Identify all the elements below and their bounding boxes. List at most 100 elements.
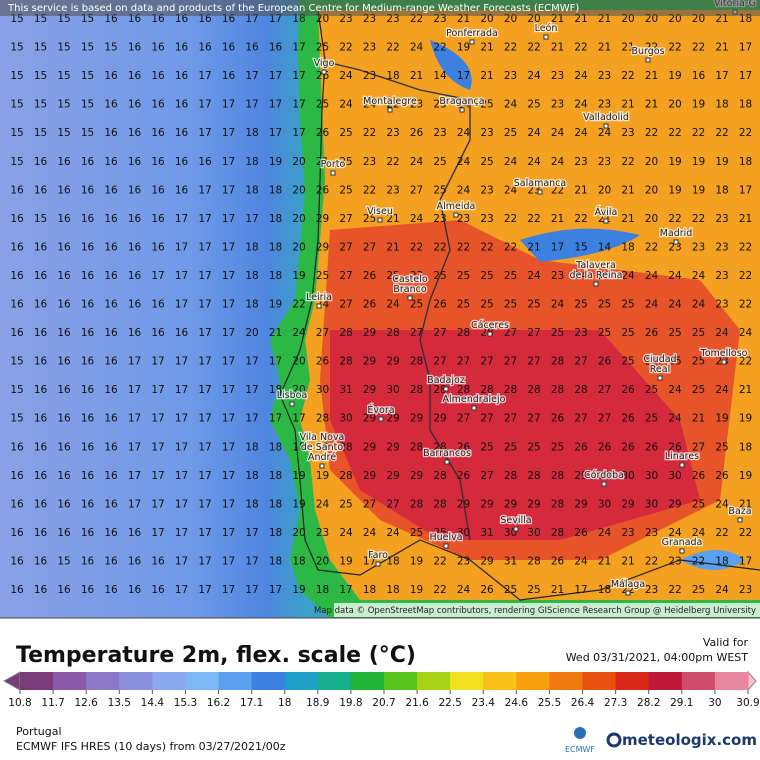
grid-value: 22 bbox=[739, 241, 752, 253]
colorbar-segment bbox=[384, 672, 418, 690]
grid-value: 29 bbox=[621, 498, 634, 510]
grid-value: 16 bbox=[151, 184, 165, 196]
grid-value: 21 bbox=[551, 42, 564, 54]
grid-value: 30 bbox=[621, 470, 634, 482]
grid-value: 17 bbox=[175, 470, 188, 482]
grid-value: 26 bbox=[480, 584, 494, 596]
grid-value: 16 bbox=[175, 327, 189, 339]
grid-value: 24 bbox=[668, 413, 682, 425]
grid-value: 22 bbox=[692, 127, 705, 139]
grid-value: 19 bbox=[692, 156, 705, 168]
grid-value: 16 bbox=[222, 70, 236, 82]
grid-value: 20 bbox=[292, 241, 305, 253]
grid-value: 22 bbox=[433, 42, 446, 54]
grid-value: 25 bbox=[504, 270, 517, 282]
grid-value: 27 bbox=[527, 413, 540, 425]
grid-value: 17 bbox=[269, 413, 282, 425]
grid-value: 23 bbox=[363, 70, 376, 82]
grid-value: 28 bbox=[433, 441, 446, 453]
grid-value: 18 bbox=[739, 156, 752, 168]
grid-value: 17 bbox=[151, 356, 164, 368]
grid-value: 26 bbox=[598, 441, 612, 453]
grid-value: 23 bbox=[551, 70, 564, 82]
grid-value: 27 bbox=[363, 241, 376, 253]
grid-value: 20 bbox=[645, 184, 658, 196]
grid-value: 21 bbox=[598, 555, 611, 567]
grid-value: 28 bbox=[410, 384, 423, 396]
grid-value: 23 bbox=[386, 184, 399, 196]
grid-value: 25 bbox=[527, 584, 540, 596]
grid-value: 22 bbox=[621, 584, 634, 596]
city-label: Talavera bbox=[575, 260, 616, 271]
grid-value: 17 bbox=[128, 384, 141, 396]
colorbar-label: 21.6 bbox=[405, 697, 429, 709]
grid-value: 21 bbox=[598, 42, 611, 54]
grid-value: 29 bbox=[527, 498, 540, 510]
grid-value: 17 bbox=[198, 127, 211, 139]
grid-value: 28 bbox=[551, 527, 564, 539]
region: Portugal bbox=[16, 725, 62, 738]
grid-value: 28 bbox=[551, 470, 564, 482]
grid-value: 24 bbox=[527, 270, 541, 282]
grid-value: 17 bbox=[175, 213, 188, 225]
grid-value: 15 bbox=[10, 413, 23, 425]
city-label: Málaga bbox=[611, 579, 645, 590]
grid-value: 19 bbox=[457, 42, 470, 54]
grid-value: 21 bbox=[410, 70, 423, 82]
grid-value: 19 bbox=[269, 299, 282, 311]
grid-value: 15 bbox=[34, 42, 47, 54]
grid-value: 16 bbox=[128, 156, 142, 168]
grid-value: 25 bbox=[480, 99, 493, 111]
grid-value: 24 bbox=[574, 555, 588, 567]
grid-value: 16 bbox=[81, 384, 95, 396]
grid-value: 24 bbox=[504, 156, 518, 168]
grid-value: 29 bbox=[363, 441, 376, 453]
grid-value: 27 bbox=[386, 498, 399, 510]
map-attribution: Map data © OpenStreetMap contributors, r… bbox=[314, 606, 756, 616]
grid-value: 16 bbox=[10, 555, 24, 567]
grid-value: 28 bbox=[551, 384, 564, 396]
grid-value: 17 bbox=[175, 270, 188, 282]
grid-value: 21 bbox=[316, 156, 329, 168]
grid-value: 15 bbox=[10, 384, 23, 396]
colorbar-segment bbox=[185, 672, 220, 690]
grid-value: 22 bbox=[692, 555, 705, 567]
grid-value: 17 bbox=[292, 413, 305, 425]
city-label: de Santo bbox=[301, 442, 343, 453]
grid-value: 16 bbox=[34, 384, 48, 396]
grid-value: 22 bbox=[574, 42, 587, 54]
city-marker bbox=[603, 123, 609, 129]
grid-value: 18 bbox=[386, 555, 399, 567]
grid-value: 24 bbox=[574, 70, 588, 82]
grid-value: 28 bbox=[339, 356, 352, 368]
colorbar-label: 25.5 bbox=[538, 697, 561, 709]
colorbar-segment bbox=[284, 672, 319, 690]
grid-value: 24 bbox=[457, 584, 471, 596]
grid-value: 27 bbox=[527, 327, 540, 339]
grid-value: 16 bbox=[10, 498, 24, 510]
grid-value: 30 bbox=[527, 527, 540, 539]
grid-value: 24 bbox=[527, 156, 541, 168]
grid-value: 25 bbox=[339, 127, 352, 139]
colorbar-label: 29.1 bbox=[670, 697, 693, 709]
grid-value: 16 bbox=[81, 470, 95, 482]
grid-value: 21 bbox=[386, 241, 399, 253]
grid-value: 27 bbox=[527, 356, 540, 368]
grid-value: 16 bbox=[34, 184, 48, 196]
grid-value: 17 bbox=[222, 156, 235, 168]
grid-value: 16 bbox=[128, 184, 142, 196]
grid-value: 27 bbox=[433, 327, 446, 339]
grid-value: 16 bbox=[151, 555, 165, 567]
colorbar-label: 24.6 bbox=[505, 697, 529, 709]
grid-value: 21 bbox=[715, 42, 728, 54]
grid-value: 17 bbox=[198, 70, 211, 82]
grid-value: 16 bbox=[222, 42, 236, 54]
city-label: Castelo bbox=[392, 274, 428, 285]
grid-value: 16 bbox=[104, 156, 118, 168]
grid-value: 24 bbox=[339, 70, 353, 82]
grid-value: 27 bbox=[363, 498, 376, 510]
city-label: Salamanca bbox=[514, 178, 566, 189]
grid-value: 17 bbox=[739, 42, 752, 54]
border bbox=[317, 59, 471, 541]
grid-value: 17 bbox=[222, 527, 235, 539]
